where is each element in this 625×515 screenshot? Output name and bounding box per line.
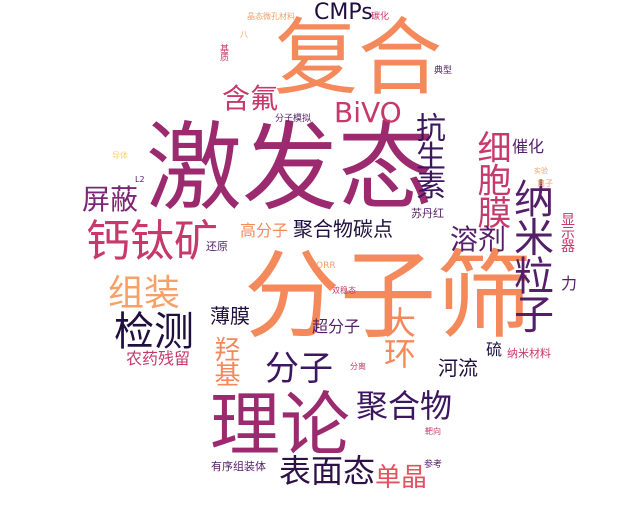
word-reduction: 还原 — [206, 240, 228, 253]
word-bistable: 双稳态 — [332, 286, 356, 295]
word-crystalline-microporous: 晶态微孔材料 — [247, 12, 295, 21]
word-molecule: 分子 — [265, 349, 333, 389]
word-composite: 复合 — [274, 9, 443, 107]
word-nanomaterials: 纳米材料 — [507, 347, 551, 360]
word-river: 河流 — [438, 356, 478, 380]
word-surface-state: 表面态 — [279, 452, 376, 490]
word-orr: ORR — [316, 261, 336, 271]
word-pesticide-residue: 农药残留 — [126, 349, 191, 368]
word-theory: 理论 — [210, 384, 350, 466]
word-ordered-assembly: 有序组装体 — [211, 460, 266, 473]
word-supramolecular: 超分子 — [312, 317, 361, 336]
word-sulfur: 硫 — [486, 340, 503, 359]
word-carbonization: 碳化 — [371, 12, 390, 22]
word-polymer: 聚合物 — [356, 387, 453, 425]
word-excited-state: 激发态 — [146, 112, 434, 224]
word-polymer-high: 高分子 — [240, 221, 289, 240]
word-molecular-simulation: 分子模拟 — [275, 114, 312, 124]
word-force: 力 — [561, 274, 578, 293]
word-sudan-red: 苏丹红 — [411, 207, 444, 220]
word-antibiotic: 抗生素 — [410, 112, 445, 199]
word-reference: 参考 — [424, 460, 443, 470]
word-assembly: 组装 — [108, 273, 181, 314]
word-hydroxyl: 羟基 — [210, 336, 240, 386]
word-fluorine: 含氟 — [222, 82, 279, 115]
word-detection: 检测 — [114, 309, 194, 355]
word-bivo: BiVO — [334, 96, 402, 129]
word-experiment: 实验 — [534, 167, 548, 175]
word-thin-film: 薄膜 — [210, 304, 250, 328]
word-solvent: 溶剂 — [450, 223, 507, 256]
word-targeted: 靶向 — [425, 427, 441, 436]
word-polymer-carbon-dots: 聚合物碳点 — [293, 217, 393, 241]
word-typical: 典型 — [434, 66, 453, 76]
word-macrocycle: 大环 — [379, 306, 417, 368]
word-cell-membrane: 细胞膜 — [471, 130, 511, 228]
word-nanoparticles: 纳米粒子 — [507, 178, 553, 332]
word-ion: 离子 — [537, 179, 553, 188]
word-catalysis: 催化 — [512, 137, 545, 156]
word-cmps: CMPs — [314, 0, 373, 25]
word-perovskite: 钙钛矿 — [86, 216, 218, 267]
word-conductor: 导体 — [112, 151, 128, 160]
word-l2: L2 — [135, 175, 145, 184]
word-single-crystal: 单晶 — [375, 463, 428, 493]
word-shielding: 屏蔽 — [82, 183, 139, 216]
word-display: 显示器 — [559, 212, 575, 253]
word-separation: 分离 — [350, 362, 366, 371]
word-eight: 八 — [240, 30, 248, 39]
word-molecular-sieve: 分子筛 — [244, 240, 532, 352]
word-matrix: 基质 — [218, 44, 228, 62]
